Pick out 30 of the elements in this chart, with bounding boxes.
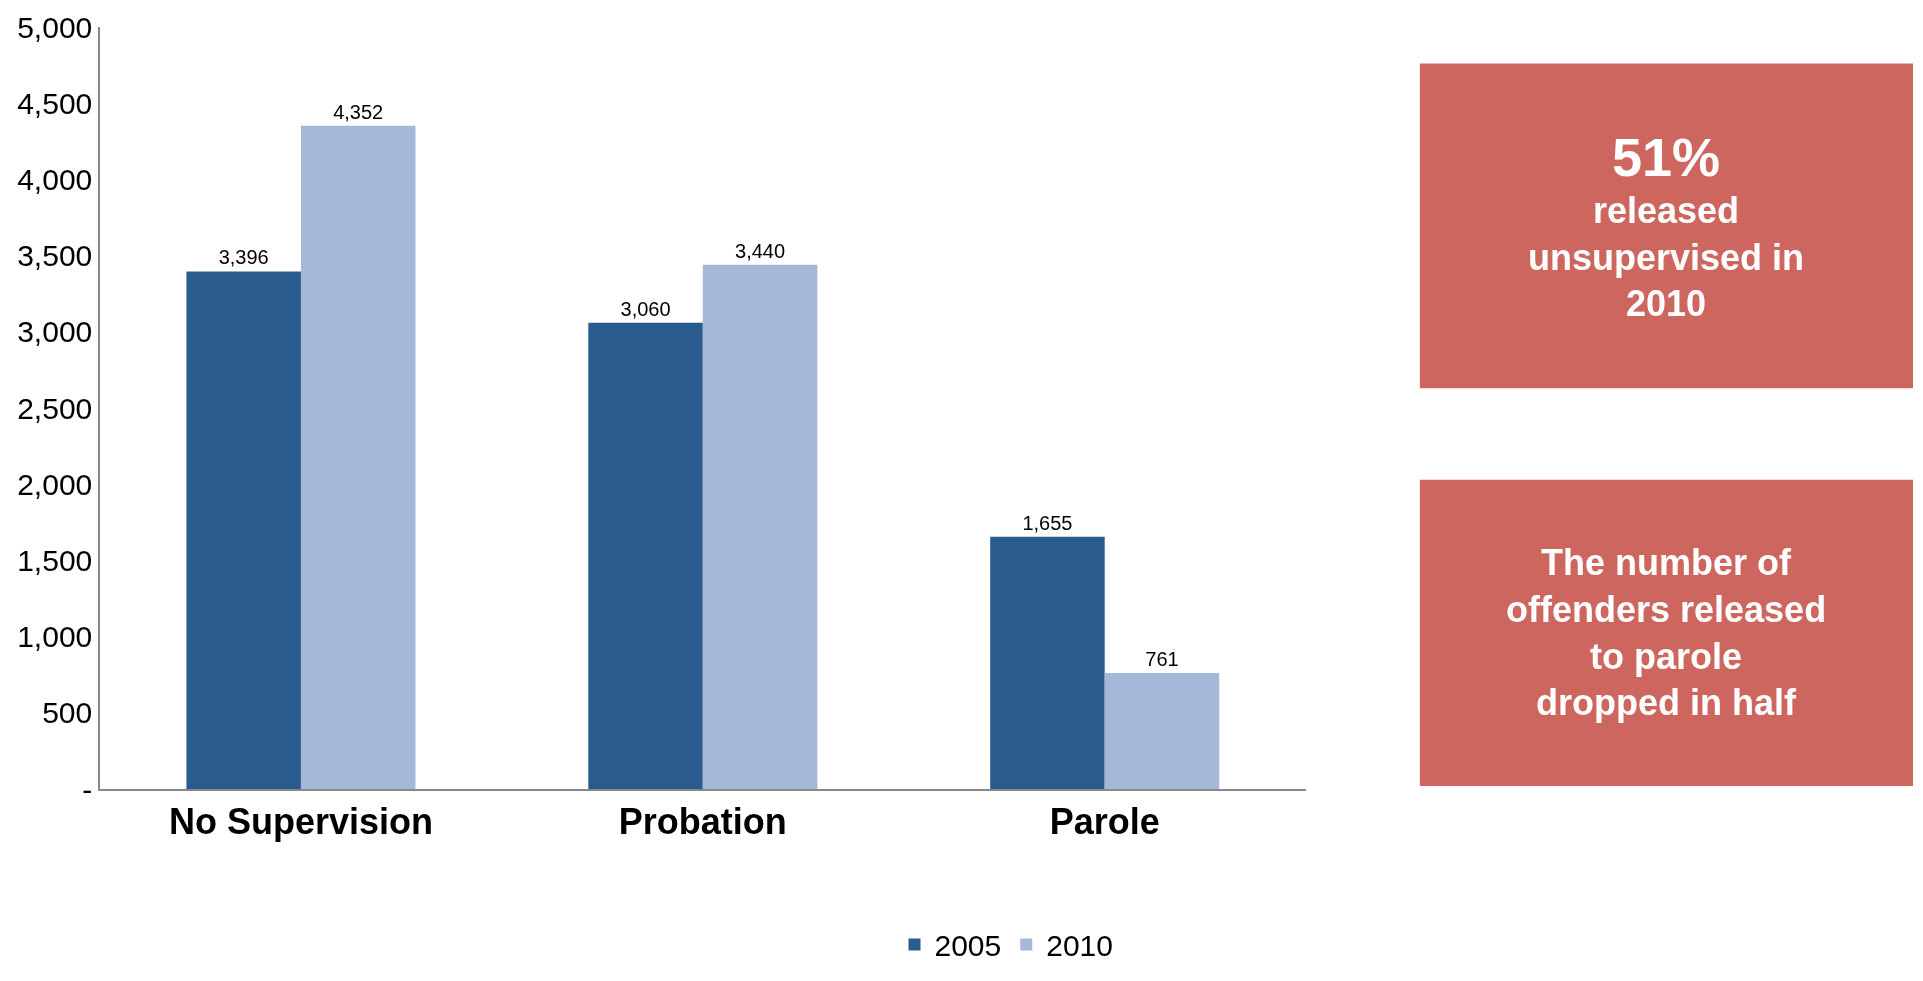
y-tick-label: 5,000 xyxy=(17,10,93,44)
y-tick-label: 1,000 xyxy=(17,620,93,654)
y-tick-label: 1,500 xyxy=(17,543,93,577)
data-label: 4,352 xyxy=(333,100,384,123)
data-label: 3,396 xyxy=(218,246,269,269)
bar xyxy=(300,125,416,789)
y-tick-label: 2,000 xyxy=(17,467,93,501)
bar xyxy=(702,264,818,789)
text: 51% released unsupervised in 2010 xyxy=(1528,127,1805,325)
data-label: 761 xyxy=(1145,648,1179,671)
x-tick-label: Probation xyxy=(618,800,787,842)
data-label: 1,655 xyxy=(1022,511,1073,534)
text: The number of offenders released to parole dropped in half xyxy=(1506,542,1827,724)
bar xyxy=(1104,673,1220,789)
x-tick-label: No Supervision xyxy=(168,800,433,842)
x-tick-label: Parole xyxy=(1049,800,1160,842)
bar xyxy=(186,271,301,789)
y-tick-label: 3,000 xyxy=(17,315,93,349)
bar xyxy=(588,322,703,789)
y-tick-label: 500 xyxy=(42,696,93,730)
data-label: 3,440 xyxy=(735,239,786,262)
legend-label: 2010 xyxy=(1046,929,1113,963)
y-tick-label: - xyxy=(82,772,93,806)
bar xyxy=(990,536,1105,789)
y-tick-label: 4,500 xyxy=(17,86,93,120)
y-tick-label: 4,000 xyxy=(17,162,93,196)
y-tick-label: 3,500 xyxy=(17,239,93,273)
data-label: 3,060 xyxy=(620,297,671,320)
legend-label: 2005 xyxy=(934,929,1002,963)
y-tick-label: 2,500 xyxy=(17,391,93,425)
